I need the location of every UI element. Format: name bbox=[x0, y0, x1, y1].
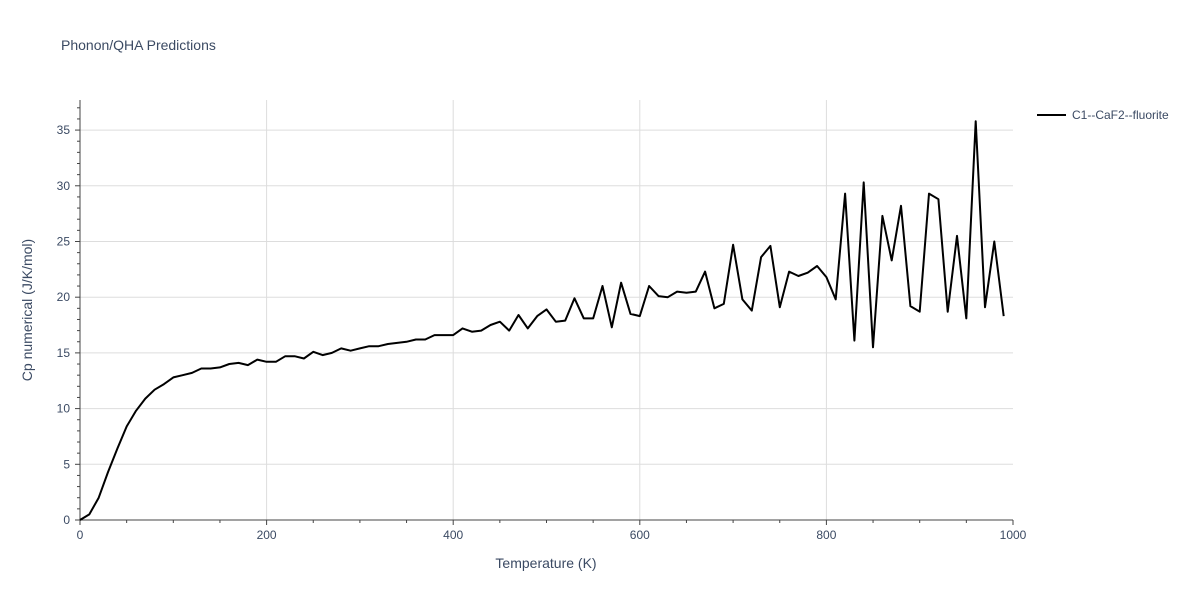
y-tick-label: 5 bbox=[63, 457, 70, 471]
y-tick-label: 10 bbox=[57, 402, 71, 416]
y-tick-label: 15 bbox=[57, 346, 71, 360]
y-tick-label: 0 bbox=[63, 513, 70, 527]
grid bbox=[80, 100, 1013, 520]
tick-marks bbox=[75, 107, 1014, 525]
x-tick-label: 1000 bbox=[1000, 528, 1027, 542]
y-tick-label: 25 bbox=[57, 234, 71, 248]
x-tick-label: 400 bbox=[443, 528, 463, 542]
series-line bbox=[79, 120, 1005, 521]
x-tick-label: 0 bbox=[77, 528, 84, 542]
x-tick-label: 800 bbox=[816, 528, 836, 542]
y-axis-title: Cp numerical (J/K/mol) bbox=[19, 239, 35, 381]
x-tick-label: 600 bbox=[630, 528, 650, 542]
x-axis-title: Temperature (K) bbox=[495, 555, 596, 571]
legend-label: C1--CaF2--fluorite bbox=[1072, 108, 1169, 122]
tick-labels: 0 5 10 15 20 25 30 35 0 200 400 600 800 1000 bbox=[57, 123, 1027, 542]
chart-title: Phonon/QHA Predictions bbox=[61, 37, 216, 53]
legend[interactable]: C1--CaF2--fluorite bbox=[1037, 108, 1169, 122]
series-layer bbox=[79, 120, 1005, 521]
y-tick-label: 20 bbox=[57, 290, 71, 304]
x-tick-label: 200 bbox=[257, 528, 277, 542]
y-tick-label: 30 bbox=[57, 179, 71, 193]
y-tick-label: 35 bbox=[57, 123, 71, 137]
